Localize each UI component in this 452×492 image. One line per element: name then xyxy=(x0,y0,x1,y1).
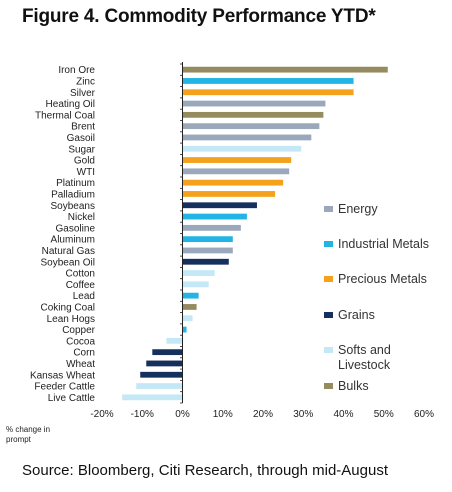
category-label: Thermal Coal xyxy=(35,110,95,121)
bar-corn xyxy=(152,349,183,356)
legend-swatch xyxy=(324,383,333,389)
category-label: Cocoa xyxy=(66,336,95,347)
bar-gasoline xyxy=(182,224,241,231)
bar-coking-coal xyxy=(182,304,197,310)
bar-wti xyxy=(182,168,290,175)
category-label: Coffee xyxy=(66,280,96,291)
chart-title: Figure 4. Commodity Performance YTD* xyxy=(22,6,376,27)
bar-sugar xyxy=(182,145,302,152)
legend-entry: Bulks xyxy=(338,379,369,393)
bar-cotton xyxy=(182,270,215,276)
x-tick-label: 30% xyxy=(293,409,313,420)
bar-kansas-wheat xyxy=(140,371,183,378)
category-label: Silver xyxy=(70,88,96,99)
category-label: Gasoil xyxy=(67,133,95,144)
bar-thermal-coal xyxy=(182,111,324,118)
bar-coffee xyxy=(182,281,209,288)
category-label: Iron Ore xyxy=(58,65,95,76)
bar-lead xyxy=(182,292,199,299)
x-tick-label: 40% xyxy=(333,409,353,420)
category-label: Sugar xyxy=(68,144,95,155)
bar-lean-hogs xyxy=(182,315,193,322)
bar-copper xyxy=(182,326,187,333)
x-axis-label: % change in prompt xyxy=(6,425,52,444)
x-tick-label: -10% xyxy=(131,409,154,420)
category-label: Lead xyxy=(73,291,95,302)
x-tick-label: -20% xyxy=(90,409,113,420)
category-label: Live Cattle xyxy=(48,393,96,404)
bar-gasoil xyxy=(182,134,312,141)
legend-swatch xyxy=(324,206,333,212)
bar-gold xyxy=(182,157,292,163)
category-label: Lean Hogs xyxy=(47,314,95,325)
category-label: Platinum xyxy=(56,178,95,189)
category-label: Feeder Cattle xyxy=(34,382,95,393)
category-label: Kansas Wheat xyxy=(30,370,95,381)
bar-feeder-cattle xyxy=(136,383,183,389)
bar-silver xyxy=(182,89,354,96)
legend: Energy Industrial Metals Precious Metals Gr… xyxy=(324,202,429,393)
category-label: Gasoline xyxy=(56,223,96,234)
legend-entry: Energy xyxy=(338,202,378,216)
category-label: Natural Gas xyxy=(42,246,95,257)
bars-layer xyxy=(122,66,388,401)
legend-entry: Industrial Metals xyxy=(338,237,429,251)
bar-heating-oil xyxy=(182,100,326,107)
bar-cocoa xyxy=(166,337,183,344)
category-label: Wheat xyxy=(66,359,95,370)
category-label: Gold xyxy=(74,156,95,167)
legend-swatch xyxy=(324,276,333,282)
x-tick-label: 20% xyxy=(253,409,273,420)
category-label: Copper xyxy=(62,325,95,336)
category-label: Corn xyxy=(73,348,95,359)
category-label: Nickel xyxy=(68,212,95,223)
legend-entry: Softs and Livestock xyxy=(338,343,391,372)
bar-live-cattle xyxy=(122,394,183,401)
x-tick-label: 0% xyxy=(175,409,190,420)
legend-entry: Grains xyxy=(338,308,375,322)
bar-wheat xyxy=(146,360,183,367)
axis-layer xyxy=(180,62,183,404)
bar-iron-ore xyxy=(182,66,388,73)
bar-soybeans xyxy=(182,202,257,209)
category-label: Palladium xyxy=(51,189,95,200)
legend-swatch xyxy=(324,312,333,318)
bar-platinum xyxy=(182,179,284,186)
category-label: Soybeans xyxy=(51,201,95,212)
category-label: Zinc xyxy=(76,76,95,87)
x-axis-label-line-2: prompt xyxy=(6,435,32,444)
category-label: Cotton xyxy=(66,269,95,280)
bar-soybean-oil xyxy=(182,258,229,265)
category-label: Aluminum xyxy=(51,235,95,246)
legend-swatch xyxy=(324,347,333,353)
bar-aluminum xyxy=(182,236,233,243)
bar-palladium xyxy=(182,191,276,197)
category-label: WTI xyxy=(77,167,95,178)
x-tick-label: 10% xyxy=(213,409,233,420)
legend-entry: Precious Metals xyxy=(338,272,427,286)
x-axis-label-line-1: % change in xyxy=(6,425,50,434)
x-tick-label: 50% xyxy=(374,409,394,420)
bar-natural-gas xyxy=(182,247,233,254)
source-note: Source: Bloomberg, Citi Research, throug… xyxy=(22,462,389,479)
category-label: Brent xyxy=(71,122,95,133)
legend-swatch xyxy=(324,241,333,247)
category-label: Soybean Oil xyxy=(41,257,95,268)
x-tick-labels: -20% -10% 0% 10% 20% 30% 40% 50% 60% xyxy=(90,409,434,420)
x-tick-label: 60% xyxy=(414,409,434,420)
category-label: Coking Coal xyxy=(41,302,95,313)
category-label: Heating Oil xyxy=(46,99,95,110)
bar-zinc xyxy=(182,78,354,84)
bar-nickel xyxy=(182,213,247,220)
bar-brent xyxy=(182,123,320,130)
